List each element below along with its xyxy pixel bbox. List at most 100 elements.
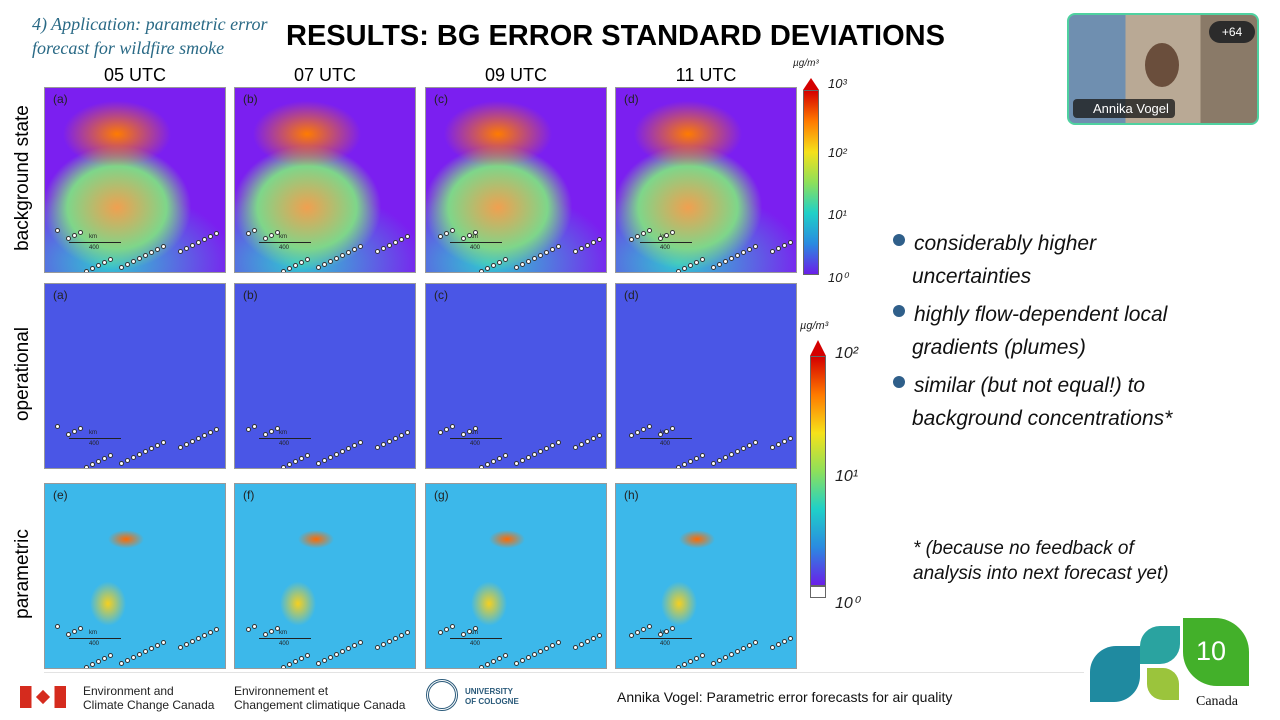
station-dot [741, 646, 746, 651]
station-dot [305, 453, 310, 458]
station-dot [776, 442, 781, 447]
station-dot [252, 624, 257, 629]
station-dot [467, 233, 472, 238]
station-dot [711, 461, 716, 466]
footer-line: Climate Change Canada [83, 698, 215, 712]
station-dot [641, 231, 646, 236]
video-tile[interactable]: +64 Annika Vogel [1067, 13, 1259, 125]
station-dot [190, 439, 195, 444]
station-dot [90, 462, 95, 467]
station-dot [405, 430, 410, 435]
station-dot [717, 458, 722, 463]
footer-caption: Annika Vogel: Parametric error forecasts… [617, 689, 953, 705]
scale-bar [450, 242, 502, 243]
station-dot [688, 659, 693, 664]
station-dot [538, 649, 543, 654]
station-dot [316, 265, 321, 270]
panel-label: (h) [624, 488, 639, 502]
bullet-line: uncertainties [912, 265, 1032, 288]
station-dot [393, 436, 398, 441]
slide-title: RESULTS: BG ERROR STANDARD DEVIATIONS [286, 20, 945, 52]
station-dot [461, 236, 466, 241]
station-dot [503, 257, 508, 262]
station-dot [352, 247, 357, 252]
station-dot [196, 240, 201, 245]
station-dot [405, 234, 410, 239]
station-dot [72, 429, 77, 434]
station-dot [491, 459, 496, 464]
station-dot [381, 246, 386, 251]
station-dot [438, 630, 443, 635]
station-dot [84, 465, 89, 468]
scale-length: 400 [89, 441, 100, 447]
bullet-line: similar (but not equal!) to [914, 374, 1146, 397]
station-dot [275, 626, 280, 631]
panel-label: (e) [53, 488, 68, 502]
station-dot [770, 645, 775, 650]
station-dot [782, 439, 787, 444]
station-dot [597, 633, 602, 638]
station-dot [202, 633, 207, 638]
station-dot [485, 266, 490, 271]
bullet: considerably higher uncertainties [912, 227, 1096, 293]
station-dot [55, 624, 60, 629]
station-dot [263, 236, 268, 241]
colorbar-tick: 10⁰ [828, 270, 848, 285]
station-dot [450, 624, 455, 629]
university: UNIVERSITY OF COLOGNE [465, 687, 519, 707]
station-dot [340, 253, 345, 258]
station-dot [467, 629, 472, 634]
station-dot [647, 228, 652, 233]
station-dot [438, 234, 443, 239]
station-dot [647, 624, 652, 629]
station-dot [125, 658, 130, 663]
station-dot [682, 662, 687, 667]
station-dot [526, 655, 531, 660]
station-dot [729, 652, 734, 657]
map-panel: (c) km 400 [425, 87, 607, 273]
station-dot [520, 458, 525, 463]
station-dot [747, 247, 752, 252]
scale-length: 400 [279, 641, 290, 647]
station-dot [573, 249, 578, 254]
bullet-dot [893, 305, 905, 317]
station-dot [375, 645, 380, 650]
station-dot [514, 661, 519, 666]
station-dot [788, 636, 793, 641]
station-dot [735, 253, 740, 258]
station-dot [334, 452, 339, 457]
station-dot [753, 640, 758, 645]
station-dot [263, 632, 268, 637]
station-dot [137, 452, 142, 457]
panel-label: (b) [243, 288, 258, 302]
participants-badge[interactable]: +64 [1209, 21, 1255, 43]
scale-bar [450, 638, 502, 639]
station-dot [143, 649, 148, 654]
colorbar-arrow [803, 78, 819, 90]
station-dot [84, 269, 89, 272]
station-dot [66, 632, 71, 637]
station-dot [641, 427, 646, 432]
station-dot [96, 263, 101, 268]
colorbar [810, 356, 826, 586]
station-dot [753, 244, 758, 249]
station-dot [184, 246, 189, 251]
station-dot [269, 429, 274, 434]
station-dot [597, 433, 602, 438]
panel-label: (c) [434, 288, 448, 302]
station-dot [96, 659, 101, 664]
station-dot [119, 461, 124, 466]
station-dot [299, 260, 304, 265]
station-dot [358, 640, 363, 645]
station-dot [438, 430, 443, 435]
bullet-dot [893, 376, 905, 388]
station-dot [149, 446, 154, 451]
station-dot [556, 440, 561, 445]
scale-unit: km [89, 430, 97, 436]
station-dot [444, 627, 449, 632]
section-line: 4) Application: parametric error [32, 14, 268, 34]
column-header: 05 UTC [103, 65, 166, 85]
station-dot [358, 440, 363, 445]
station-dot [664, 629, 669, 634]
